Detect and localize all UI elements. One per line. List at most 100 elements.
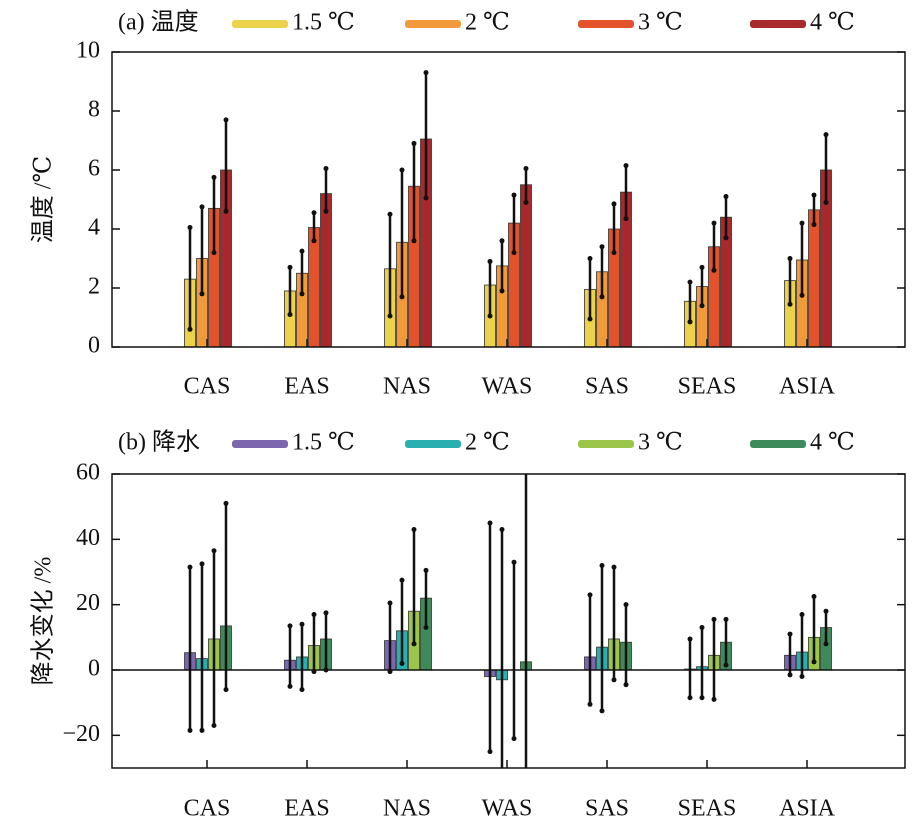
error-cap [687,695,693,701]
legend-label: 1.5 ℃ [292,430,355,456]
error-cap [387,211,393,217]
error-cap [323,166,329,172]
error-cap [587,592,593,598]
error-cap [299,687,305,693]
error-cap [787,301,793,307]
plot-area [184,455,832,787]
error-cap [223,500,229,506]
error-cap [223,687,229,693]
error-cap [599,708,605,714]
error-cap [411,641,417,647]
error-cap [723,616,729,622]
error-cap [311,210,317,216]
error-cap [323,208,329,214]
error-cap [287,312,293,318]
x-tick-label: ASIA [779,796,836,822]
error-cap [723,235,729,241]
x-tick-label: CAS [184,796,231,822]
error-cap [799,220,805,226]
error-cap [711,616,717,622]
error-cap [487,520,493,526]
error-cap [199,727,205,733]
legend-swatch [750,20,806,28]
legend-swatch [232,440,288,448]
error-cap [287,683,293,689]
error-cap [423,70,429,76]
error-cap [499,527,505,533]
bar [808,209,820,347]
y-tick-label: 0 [88,333,100,359]
y-axis-label: 温度 /℃ [30,156,57,244]
error-cap [687,319,693,325]
error-cap [387,313,393,319]
x-tick-label: SEAS [678,374,737,400]
error-cap [587,316,593,322]
error-cap [711,267,717,273]
error-cap [299,248,305,254]
error-cap [387,600,393,606]
error-cap [811,659,817,665]
bar [320,193,332,347]
error-cap [223,117,229,123]
error-cap [587,701,593,707]
y-tick-label: 4 [88,215,100,241]
error-cap [299,621,305,627]
error-cap [299,291,305,297]
error-cap [723,662,729,668]
bar [520,184,532,347]
y-tick-label: 0 [88,656,100,682]
error-cap [599,562,605,568]
error-cap [711,696,717,702]
error-cap [787,256,793,261]
legend-label: 4 ℃ [810,430,855,456]
error-cap [811,222,817,228]
y-tick-label: 2 [88,274,100,300]
error-cap [199,291,205,297]
legend-swatch [405,440,461,448]
error-cap [399,294,405,300]
error-cap [623,682,629,688]
error-cap [187,564,193,570]
error-cap [524,455,529,460]
error-cap [687,279,693,285]
x-tick-label: EAS [284,374,329,400]
y-tick-label: 40 [76,525,100,551]
error-cap [411,527,417,533]
x-tick-label: SAS [585,796,629,822]
error-cap [611,677,617,683]
error-cap [411,140,417,146]
legend-swatch [578,440,634,448]
error-cap [687,636,693,642]
error-cap [523,166,529,172]
x-tick-label: SEAS [678,796,737,822]
legend-label: 2 ℃ [465,10,510,36]
error-cap [487,258,493,264]
plot-frame [111,51,906,348]
error-cap [511,250,517,256]
y-tick-label: −20 [62,721,100,747]
error-cap [524,782,529,787]
error-cap [823,608,829,614]
error-cap [311,238,317,244]
error-cap [711,220,717,226]
legend-label: 1.5 ℃ [292,10,355,36]
error-cap [511,736,517,742]
error-cap [199,204,205,210]
error-cap [211,250,217,256]
x-tick-label: WAS [482,374,533,400]
error-cap [611,250,617,256]
bar [308,227,320,347]
error-cap [399,577,405,583]
error-cap [787,672,793,678]
error-cap [511,192,517,198]
x-tick-label: WAS [482,796,533,822]
error-cap [823,641,829,647]
error-cap [811,192,817,198]
legend-swatch [232,20,288,28]
error-cap [811,594,817,599]
error-cap [411,238,417,244]
error-cap [699,695,705,701]
error-cap [499,238,505,244]
